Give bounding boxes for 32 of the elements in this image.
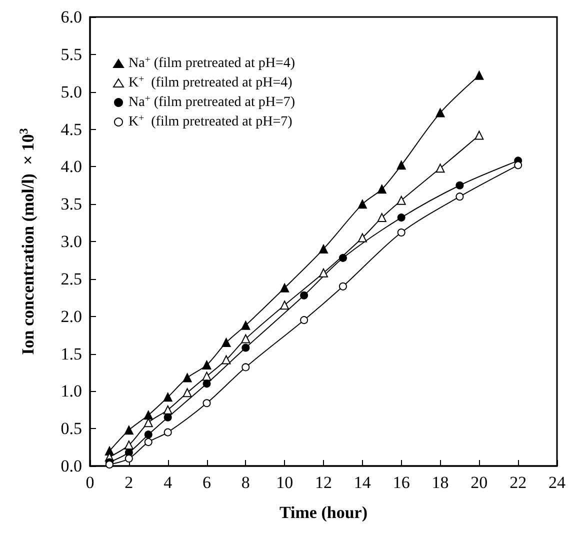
x-tick-label: 16 — [392, 473, 410, 492]
x-tick-label: 6 — [202, 473, 211, 492]
y-tick-label: 1.0 — [60, 382, 82, 401]
x-tick-label: 24 — [548, 473, 566, 492]
y-tick-label: 5.5 — [60, 44, 82, 64]
y-axis-title: Ion concentration (mol/l) × 103 — [16, 128, 38, 355]
x-tick-label: 20 — [470, 473, 488, 492]
y-tick-label: 3.5 — [60, 194, 82, 214]
x-tick-label: 22 — [510, 473, 527, 492]
y-tick-label: 4.5 — [60, 120, 82, 139]
legend-label: Na+ (film pretreated at pH=7) — [128, 94, 296, 110]
y-tick-label: 4.0 — [60, 157, 82, 176]
y-tick-label: 5.0 — [60, 82, 82, 102]
x-axis-title: Time (hour) — [280, 503, 368, 522]
y-tick-label: 6.0 — [60, 8, 82, 26]
y-tick-label: 2.5 — [60, 269, 82, 288]
y-tick-label: 0.5 — [60, 419, 82, 438]
x-tick-label: 8 — [241, 473, 250, 492]
x-tick-label: 10 — [276, 473, 294, 492]
x-tick-label: 2 — [124, 473, 134, 492]
x-tick-label: 12 — [315, 473, 332, 492]
legend-label: K+ (film pretreated at pH=4) — [128, 74, 293, 90]
x-tick-label: 0 — [86, 473, 94, 492]
x-tick-label: 4 — [164, 473, 173, 492]
legend-label: K+ (film pretreated at pH=7) — [128, 113, 293, 130]
legend-label: Na+ (film pretreated at pH=4) — [128, 54, 296, 71]
y-tick-label: 0.0 — [60, 456, 82, 476]
y-tick-label: 3.0 — [60, 232, 82, 251]
y-tick-label: 1.5 — [60, 344, 82, 364]
x-tick-label: 18 — [432, 473, 449, 492]
y-tick-label: 2.0 — [60, 306, 82, 326]
x-tick-label: 14 — [354, 473, 372, 492]
